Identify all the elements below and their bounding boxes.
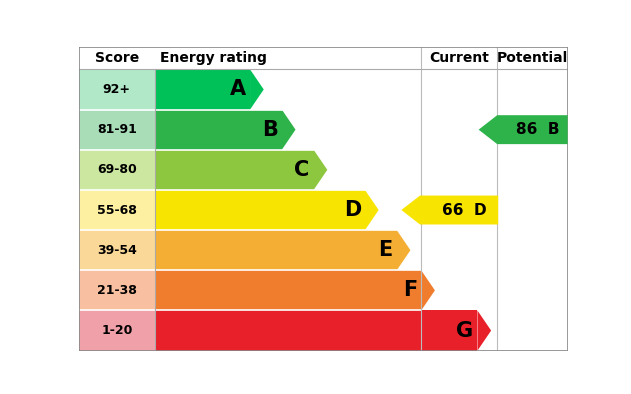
Polygon shape [397,230,410,270]
Bar [79,190,155,230]
Text: 66  D: 66 D [442,203,487,217]
Text: 39-54: 39-54 [97,244,137,257]
Bar [155,230,397,270]
Text: Current: Current [429,51,489,65]
Polygon shape [365,190,379,230]
Text: D: D [344,200,361,220]
Bar [79,230,155,270]
Text: 81-91: 81-91 [97,123,137,136]
Text: F: F [403,281,417,300]
Text: 55-68: 55-68 [97,204,137,217]
Bar [155,110,282,150]
Text: 21-38: 21-38 [97,284,137,297]
Polygon shape [479,115,568,144]
Text: 1-20: 1-20 [101,324,133,337]
Bar [155,310,478,351]
Text: 86  B: 86 B [516,122,560,137]
Bar [79,110,155,150]
Bar [155,190,365,230]
Text: 92+: 92+ [103,83,131,96]
Polygon shape [282,110,295,150]
Text: E: E [379,240,393,260]
Text: Potential: Potential [497,51,568,65]
Polygon shape [422,270,435,310]
Text: C: C [295,160,310,180]
Bar [79,270,155,310]
Bar [155,69,250,110]
Polygon shape [401,195,498,225]
Text: A: A [230,80,246,99]
Polygon shape [478,310,491,351]
Bar [79,69,155,110]
Text: 69-80: 69-80 [97,164,137,177]
Bar [155,150,314,190]
Text: G: G [456,321,473,340]
Polygon shape [250,69,264,110]
Text: B: B [262,120,278,139]
Text: Score: Score [95,51,139,65]
Polygon shape [314,150,327,190]
Bar [155,270,422,310]
Bar [79,150,155,190]
Bar [79,310,155,351]
Text: Energy rating: Energy rating [160,51,266,65]
